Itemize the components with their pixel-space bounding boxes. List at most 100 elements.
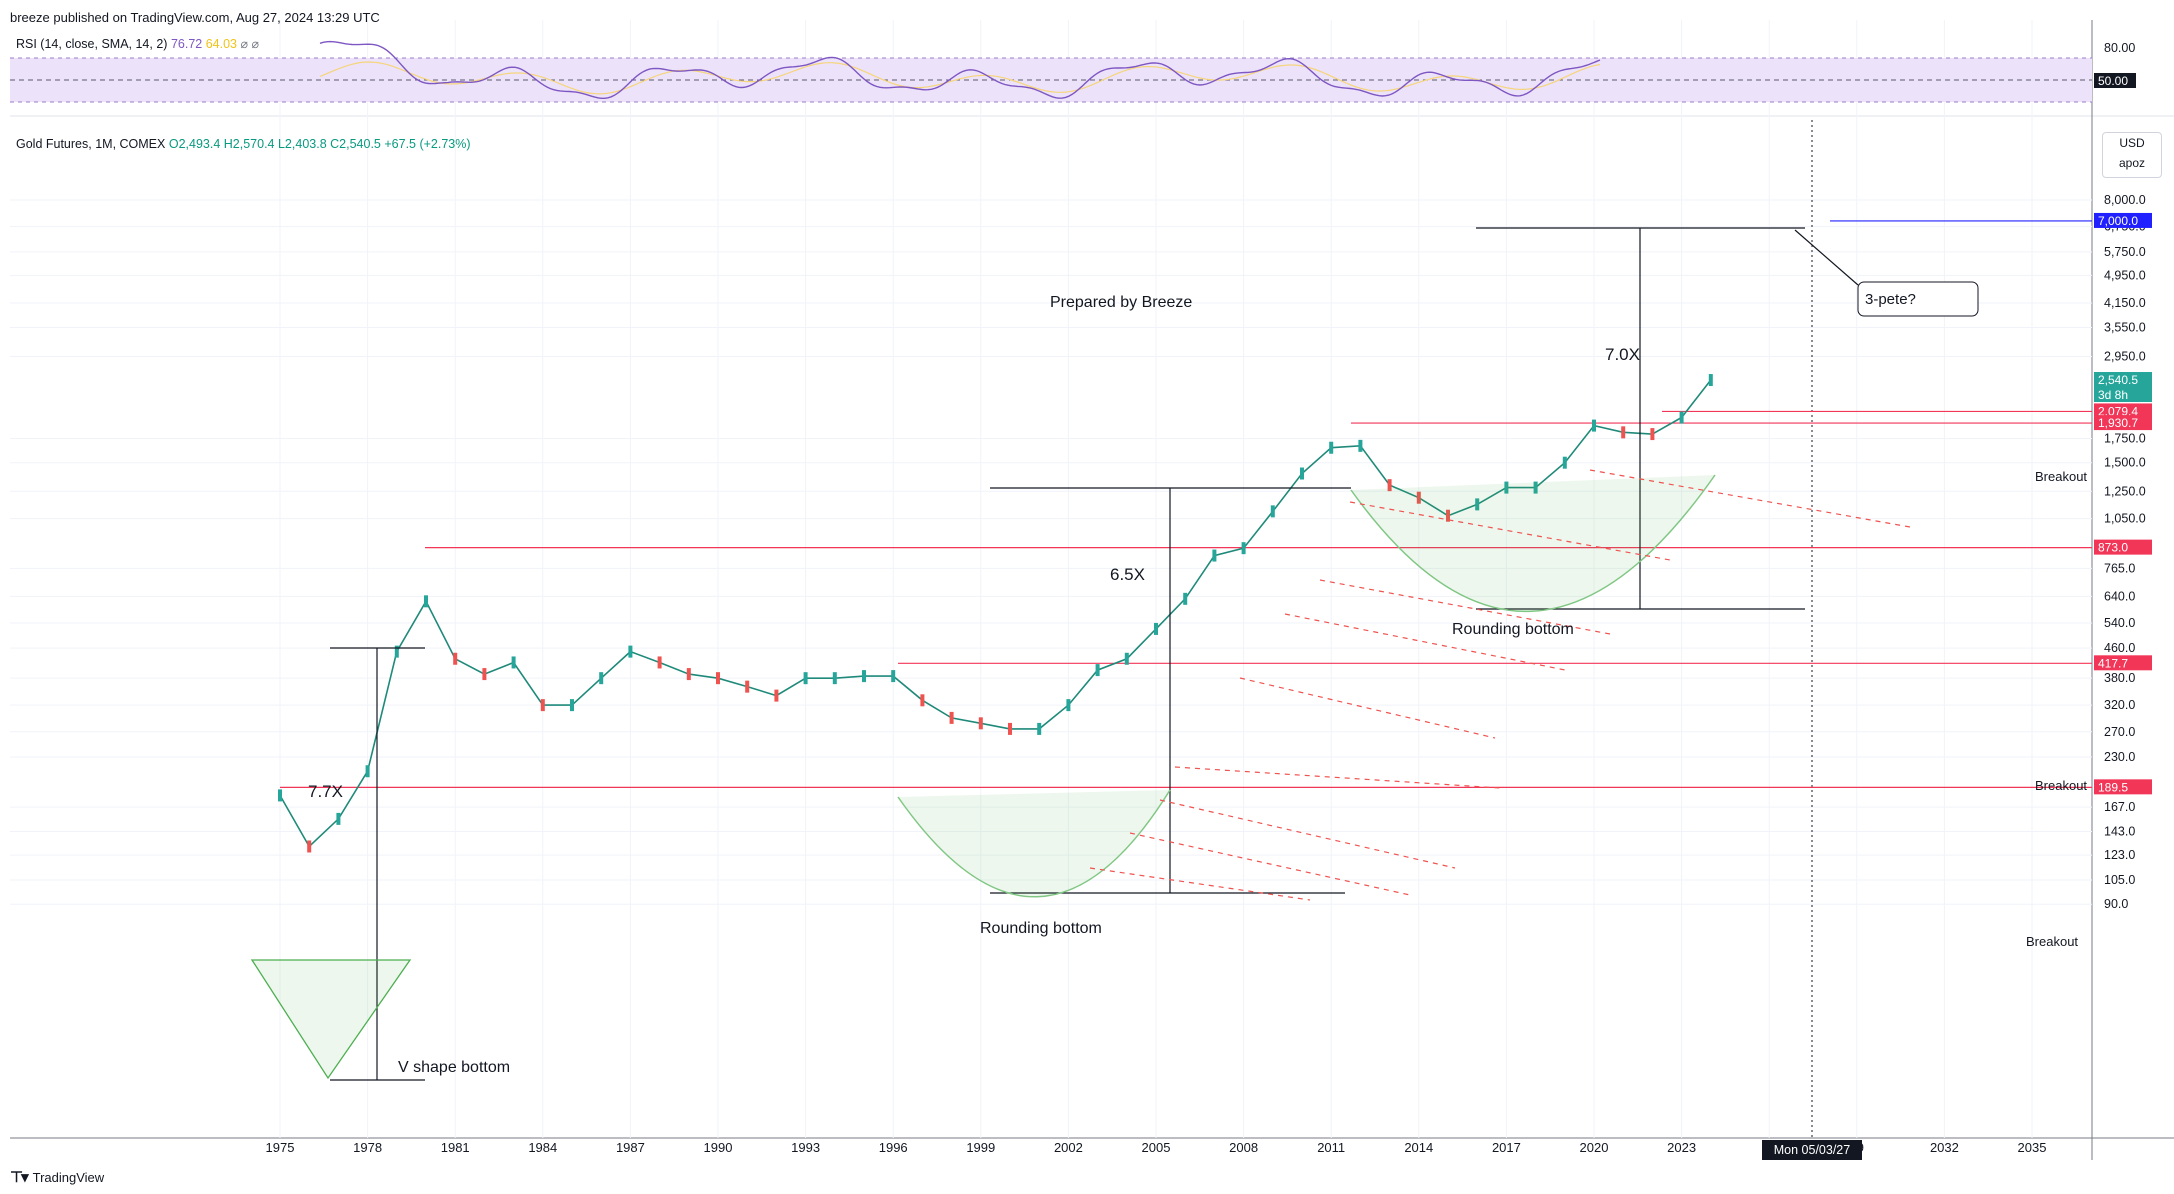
- price-candle: [1562, 456, 1567, 469]
- price-tick-label: 540.0: [2104, 616, 2135, 630]
- ohlc-close: C2,540.5: [330, 137, 381, 151]
- time-tick-label: 1999: [966, 1140, 995, 1155]
- three-pete-callout-box: [1857, 281, 1979, 317]
- price-tick-label: 105.0: [2104, 873, 2135, 887]
- price-tick-label: 123.0: [2104, 848, 2135, 862]
- rsi-settings-icon[interactable]: ⌀ ⌀: [240, 37, 259, 51]
- time-tick-label: 2032: [1930, 1140, 1959, 1155]
- rsi-axis-80: 80.00: [2104, 41, 2135, 55]
- rsi-band: [10, 58, 2092, 102]
- time-tick-label: 2017: [1492, 1140, 1521, 1155]
- price-candle: [1679, 411, 1684, 424]
- multiplier-7-0x: 7.0X: [1605, 345, 1640, 364]
- price-candle: [1300, 467, 1304, 480]
- three-pete-label: 3-pete?: [1865, 291, 1916, 308]
- price-tick-label: 2,950.0: [2104, 350, 2146, 364]
- footer-branding[interactable]: ⊤▾ TradingView: [10, 1168, 104, 1186]
- trend-channel-line: [1239, 677, 1496, 739]
- price-badge-bg: [2094, 212, 2152, 228]
- time-tick-label: 2005: [1142, 1140, 1171, 1155]
- price-tick-label: 167.0: [2104, 800, 2135, 814]
- price-badge-bg: [2094, 539, 2152, 555]
- price-candle: [1329, 441, 1334, 454]
- price-tick-label: 5,750.0: [2104, 245, 2146, 259]
- price-series-line: [279, 379, 1712, 848]
- price-badge-label: 417.7: [2098, 656, 2128, 670]
- price-tick-label: 320.0: [2104, 698, 2135, 712]
- trend-channel-line: [1589, 469, 1911, 528]
- price-badge-label: 2,079.4: [2098, 404, 2138, 418]
- price-badge-bg: [2094, 779, 2152, 795]
- cursor-date-label: Mon 05/03/27: [1774, 1143, 1850, 1157]
- price-badge-bg: [2094, 415, 2152, 431]
- price-candle: [1475, 498, 1480, 511]
- v-shape-triangle: [250, 959, 412, 1080]
- price-candle: [862, 670, 866, 683]
- callout-pointer: [1794, 229, 1859, 286]
- rsi-sma-value: 64.03: [205, 37, 237, 51]
- price-tick-label: 765.0: [2104, 561, 2135, 575]
- rsi-current-badge-bg: [2094, 73, 2136, 88]
- price-tick-label: 4,150.0: [2104, 296, 2146, 310]
- rsi-sma-line: [319, 61, 1601, 95]
- price-candle: [628, 645, 633, 658]
- time-tick-label: 2035: [2018, 1140, 2047, 1155]
- ohlc-high: H2,570.4: [223, 137, 275, 151]
- currency-label[interactable]: USD: [2119, 136, 2145, 150]
- price-tick-label: 1,500.0: [2104, 456, 2146, 470]
- time-tick-label: 1987: [616, 1140, 645, 1155]
- price-candle: [1008, 722, 1012, 735]
- rounding-bottom-label-2: Rounding bottom: [1452, 621, 1574, 638]
- rsi-value: 76.72: [170, 37, 203, 51]
- publish-header: breeze published on TradingView.com, Aug…: [10, 10, 380, 25]
- ohlc-open: O2,493.4: [168, 137, 221, 151]
- ohlc-change: +67.5 (+2.73%): [384, 137, 471, 151]
- price-candle: [453, 652, 458, 665]
- trend-channel-line: [1159, 799, 1456, 869]
- price-tick-label: 1,050.0: [2104, 512, 2146, 526]
- price-tick-label: 1,250.0: [2104, 484, 2146, 498]
- price-candle: [1241, 542, 1246, 555]
- ohlc-low: L2,403.8: [277, 137, 327, 151]
- price-candle: [1416, 491, 1421, 504]
- price-candle: [424, 595, 428, 608]
- price-candle: [1037, 722, 1042, 735]
- breakout-label: Breakout: [2035, 778, 2087, 793]
- price-tick-label: 3,550.0: [2104, 321, 2146, 335]
- scale-mode-label[interactable]: apoz: [2118, 156, 2146, 170]
- price-candle: [1154, 622, 1158, 635]
- price-candle: [1066, 699, 1071, 712]
- trend-channel-line: [1174, 766, 1501, 789]
- price-candle: [745, 680, 750, 693]
- price-badge-label: 2,540.5: [2098, 373, 2138, 387]
- time-tick-label: 2023: [1667, 1140, 1696, 1155]
- price-candle: [1446, 509, 1450, 522]
- price-tick-label: 380.0: [2104, 671, 2135, 685]
- price-candle: [394, 645, 399, 658]
- breakout-label: Breakout: [2026, 934, 2078, 949]
- price-candle: [1212, 549, 1217, 562]
- price-candle: [949, 711, 954, 724]
- trend-channel-line: [1284, 613, 1566, 671]
- price-candle: [716, 672, 720, 685]
- price-tick-label: 270.0: [2104, 725, 2135, 739]
- price-tick-label: 90.0: [2104, 897, 2128, 911]
- price-badge-bg: [2094, 372, 2152, 403]
- price-candle: [307, 840, 312, 853]
- currency-scale-box[interactable]: USD apoz: [2102, 132, 2162, 178]
- price-candle: [774, 689, 779, 702]
- price-candle: [657, 656, 662, 669]
- price-candle: [1708, 374, 1713, 387]
- price-candle: [1387, 479, 1392, 492]
- price-candle: [511, 656, 516, 669]
- price-candle: [1504, 481, 1509, 494]
- price-tick-label: 230.0: [2104, 750, 2135, 764]
- price-candle: [1183, 592, 1188, 605]
- price-candle: [570, 699, 574, 712]
- price-badge-label: 873.0: [2098, 541, 2128, 555]
- price-candle: [978, 717, 983, 730]
- price-candle: [1533, 481, 1538, 494]
- price-candle: [891, 670, 896, 683]
- price-candle: [1124, 652, 1129, 665]
